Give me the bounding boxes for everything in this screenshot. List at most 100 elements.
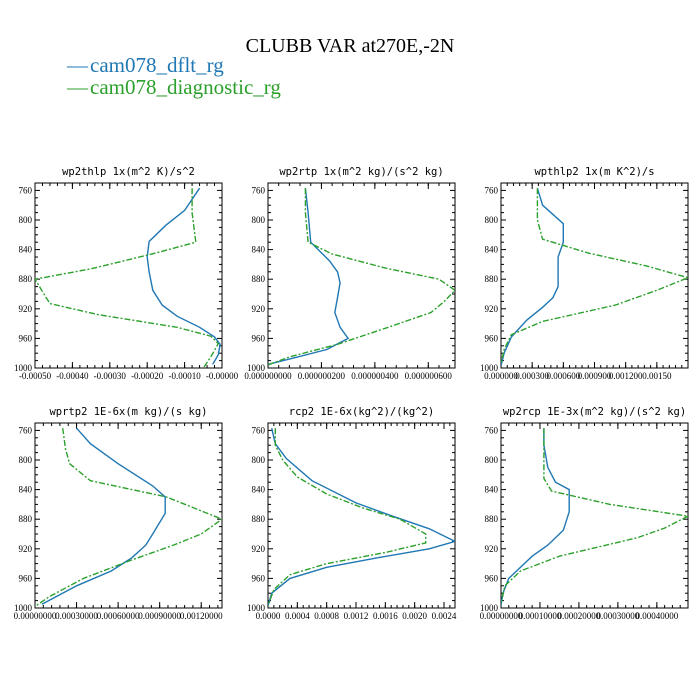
- panel-2-ytick-label: 800: [485, 215, 499, 225]
- panel-4-ytick-label: 1000: [247, 603, 266, 613]
- legend-entry-1-dash: —: [66, 75, 89, 99]
- panel-4-ytick-label: 800: [252, 455, 266, 465]
- panel-3-xtick-label: 0.00030000: [55, 611, 98, 621]
- panel-3-xtick-label: 0.00000000: [14, 611, 57, 621]
- panel-5-ytick-label: 840: [485, 485, 499, 495]
- panel-5-ytick-label: 880: [485, 514, 499, 524]
- panel-3-ytick-label: 840: [19, 485, 33, 495]
- panel-3-ytick-label: 880: [19, 514, 33, 524]
- panel-4-xtick-label: 0.0016: [373, 611, 398, 621]
- panel-0-series-0-line: [146, 187, 221, 365]
- panel-5: wp2rcp 1E-3x(m^2 kg)/(s^2 kg) 760 800 840 88…: [480, 406, 689, 621]
- panel-3-ytick-label: 800: [19, 455, 33, 465]
- panel-0-title: wp2thlp 1x(m^2 K)/s^2: [62, 166, 195, 178]
- panel-0-frame: [34, 182, 223, 369]
- panel-3-frame: [34, 422, 223, 609]
- panel-2-frame: [500, 182, 689, 369]
- panel-4-series-1-line: [268, 428, 427, 607]
- panel-2-ytick-label: 840: [485, 245, 499, 255]
- panel-2-series-0-line: [501, 187, 564, 366]
- legend-entry-0-dash: —: [66, 53, 89, 77]
- panel-4-ytick-label: 880: [252, 514, 266, 524]
- panel-0-xtick-label: -0.00020: [131, 371, 164, 381]
- panel-5-ytick-label: 1000: [480, 603, 499, 613]
- panel-3-xtick-label: 0.00090000: [138, 611, 181, 621]
- panel-1: wp2rtp 1x(m^2 kg)/(s^2 kg) 760 800 840 880 92…: [244, 166, 456, 381]
- panel-3-series-0-line: [41, 427, 166, 605]
- panel-1-title: wp2rtp 1x(m^2 kg)/(s^2 kg): [279, 166, 443, 178]
- panel-4-xtick-label: 0.0024: [432, 611, 457, 621]
- panel-1-xtick-label: 0.000000200: [298, 371, 346, 381]
- legend: — cam078_dflt_rg — cam078_diagnostic_rg: [66, 53, 281, 99]
- panel-1-series-0-line: [268, 188, 350, 365]
- panel-grid: wp2thlp 1x(m^2 K)/s^2 760 800 840 880 920 960 1…: [14, 166, 689, 621]
- panel-3-ytick-label: 760: [19, 425, 33, 435]
- panel-0-series-1-line: [35, 188, 220, 368]
- panel-0-xtick-label: -0.00050: [19, 371, 52, 381]
- panel-1-xtick-label: 0.000000000: [244, 371, 292, 381]
- panel-1-frame: [267, 182, 456, 369]
- panel-5-xtick-label: 0.00040000: [635, 611, 678, 621]
- panel-4-ytick-label: 840: [252, 485, 266, 495]
- panel-2-ytick-label: 960: [485, 333, 499, 343]
- panel-1-ytick-label: 920: [252, 304, 266, 314]
- panel-2-xtick-label: 0.000000: [484, 371, 518, 381]
- panel-2-xtick-label: 0.001200: [609, 371, 643, 381]
- panel-1-ytick-label: 760: [252, 185, 266, 195]
- panel-2-xtick-label: 0.000900: [578, 371, 612, 381]
- panel-4: rcp2 1E-6x(kg^2)/(kg^2) 760 800 840 880 920 96…: [247, 406, 457, 621]
- panel-1-series-1-line: [268, 188, 455, 366]
- panel-5-ytick-label: 960: [485, 573, 499, 583]
- panel-3-title: wprtp2 1E-6x(m kg)/(s kg): [49, 406, 207, 418]
- panel-5-xtick-label: 0.00000000: [480, 611, 523, 621]
- panel-0: wp2thlp 1x(m^2 K)/s^2 760 800 840 880 920 960 1…: [14, 166, 239, 381]
- panel-1-ytick-label: 960: [252, 333, 266, 343]
- panel-2-xtick-label: 0.000600: [546, 371, 580, 381]
- panel-4-xtick-label: 0.0020: [402, 611, 427, 621]
- panel-1-ytick-label: 840: [252, 245, 266, 255]
- panel-5-ytick-label: 760: [485, 425, 499, 435]
- panel-4-title: rcp2 1E-6x(kg^2)/(kg^2): [289, 406, 434, 418]
- panel-0-xtick-label: -0.00030: [94, 371, 127, 381]
- panel-2-series-1-line: [501, 188, 688, 365]
- panel-5-xtick-label: 0.00010000: [519, 611, 562, 621]
- panel-5-xtick-label: 0.00030000: [597, 611, 640, 621]
- panel-4-series-0-line: [268, 428, 455, 606]
- panel-3-series-1-line: [35, 428, 222, 608]
- panel-4-xtick-label: 0.0000: [256, 611, 281, 621]
- panel-5-frame: [500, 422, 689, 609]
- panel-0-xtick-label: -0.00040: [56, 371, 89, 381]
- panel-4-ytick-label: 760: [252, 425, 266, 435]
- panel-2-ytick-label: 760: [485, 185, 499, 195]
- panel-0-ytick-label: 960: [19, 333, 33, 343]
- panel-3: wprtp2 1E-6x(m kg)/(s kg) 760 800 840 880 920…: [14, 406, 223, 621]
- legend-entry-0-label: cam078_dflt_rg: [90, 53, 224, 77]
- panel-3-ytick-label: 1000: [14, 603, 33, 613]
- panel-1-ytick-label: 880: [252, 274, 266, 284]
- panel-4-ytick-label: 960: [252, 573, 266, 583]
- panel-4-xtick-label: 0.0012: [344, 611, 369, 621]
- panel-2-xtick-label: 0.000300: [515, 371, 549, 381]
- panel-5-title: wp2rcp 1E-3x(m^2 kg)/(s^2 kg): [503, 406, 686, 418]
- panel-3-ytick-label: 960: [19, 573, 33, 583]
- panel-0-ytick-label: 760: [19, 185, 33, 195]
- panel-2-title: wpthlp2 1x(m K^2)/s: [534, 166, 654, 178]
- panel-5-series-1-line: [501, 428, 688, 605]
- panel-4-xtick-label: 0.0008: [314, 611, 339, 621]
- panel-2: wpthlp2 1x(m K^2)/s 760 800 840 880 920 960 100…: [480, 166, 689, 381]
- panel-4-xtick-label: 0.0004: [285, 611, 310, 621]
- panel-0-ytick-label: 1000: [14, 363, 33, 373]
- panel-3-xtick-label: 0.00060000: [97, 611, 140, 621]
- panel-2-xtick-label: 0.00150: [642, 371, 672, 381]
- panel-3-ytick-label: 920: [19, 544, 33, 554]
- panel-0-xtick-label: -0.00000: [206, 371, 239, 381]
- panel-3-xtick-label: 0.00120000: [180, 611, 223, 621]
- panel-0-ytick-label: 840: [19, 245, 33, 255]
- panel-0-xtick-label: -0.00010: [168, 371, 201, 381]
- legend-entry-1-label: cam078_diagnostic_rg: [90, 75, 281, 99]
- panel-1-ytick-label: 800: [252, 215, 266, 225]
- figure-title: CLUBB VAR at270E,-2N: [246, 35, 455, 57]
- panel-5-series-0-line: [501, 428, 570, 606]
- panel-2-ytick-label: 880: [485, 274, 499, 284]
